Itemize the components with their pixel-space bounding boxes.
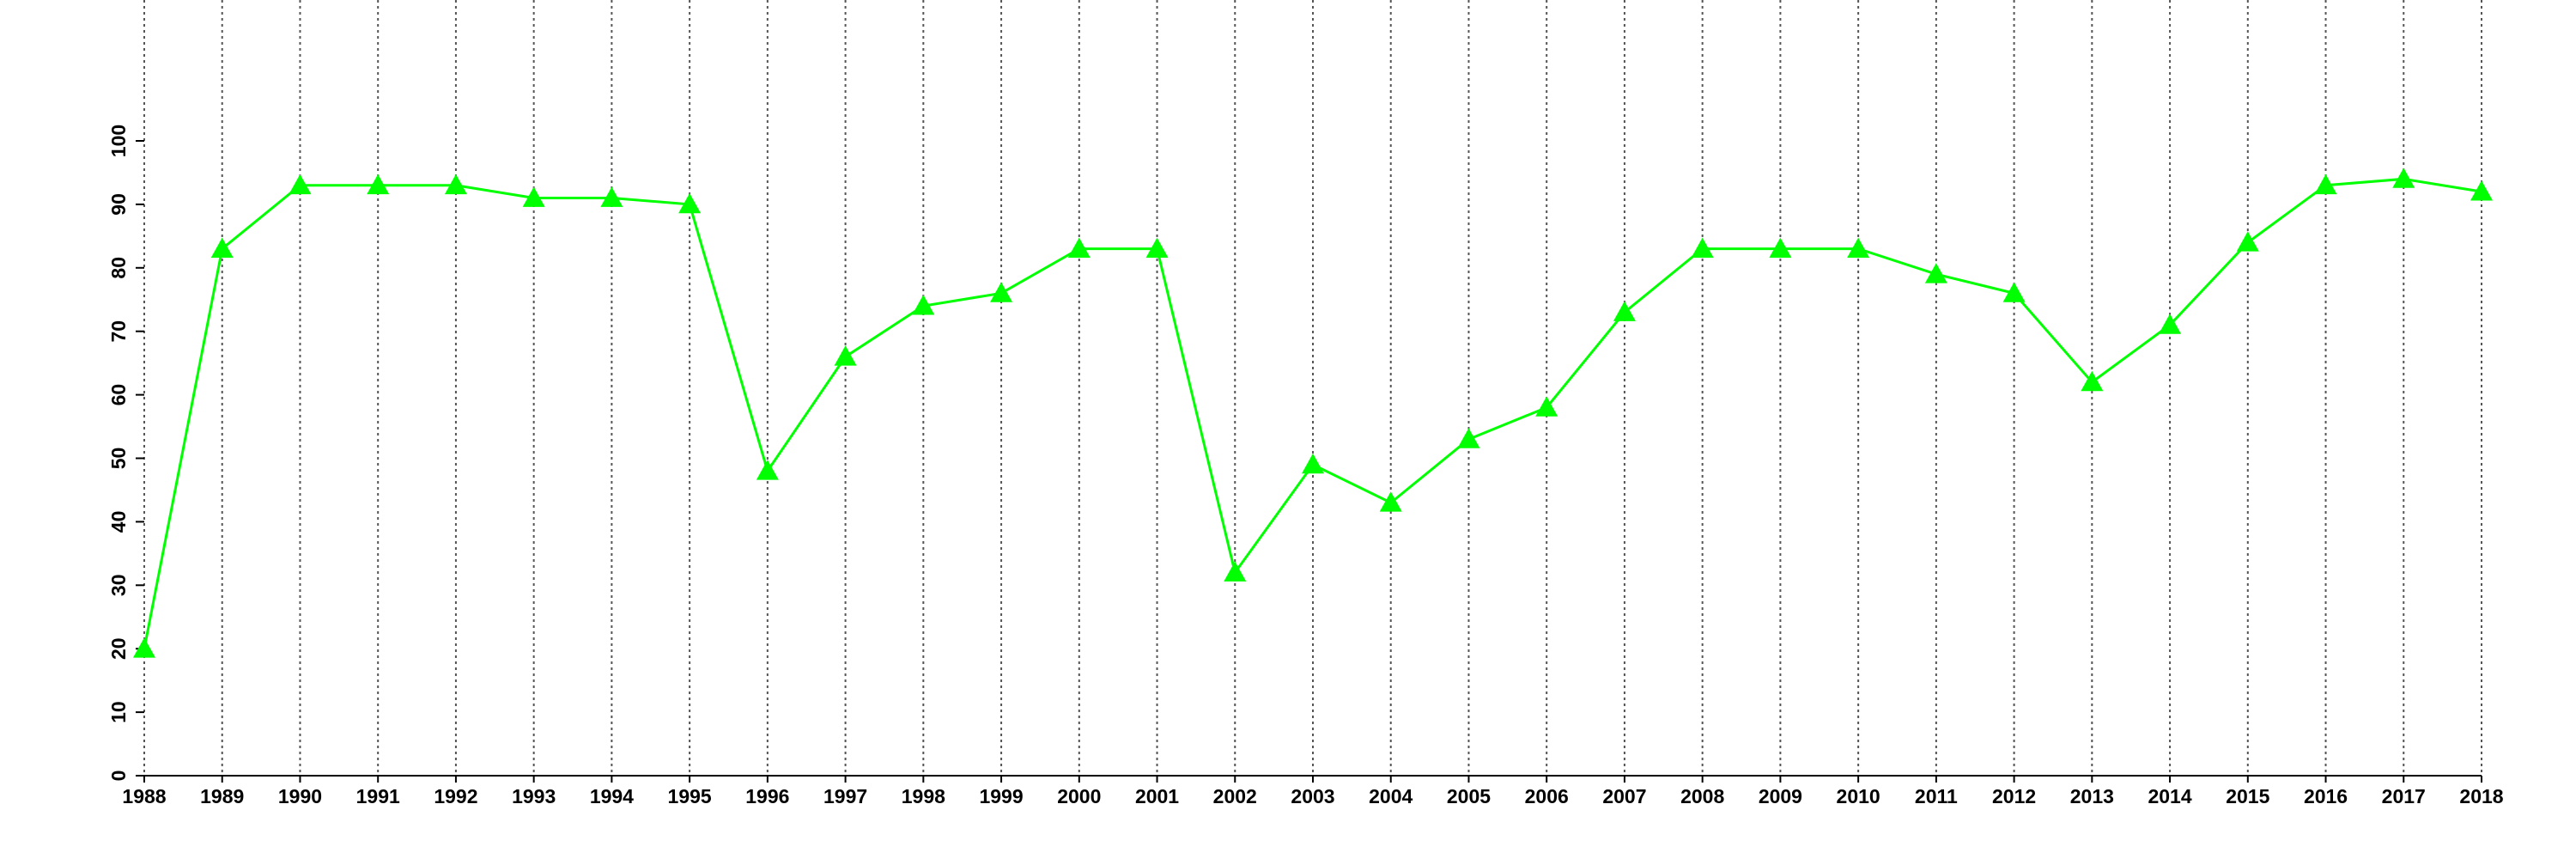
marker <box>2392 168 2415 188</box>
marker <box>2002 282 2026 302</box>
marker <box>2470 180 2493 201</box>
y-tick-label: 30 <box>107 575 130 597</box>
x-tick-label: 2001 <box>1135 785 1179 807</box>
x-tick-label: 2013 <box>2070 785 2114 807</box>
x-tick-label: 1999 <box>979 785 1023 807</box>
marker <box>1145 237 1169 259</box>
x-tick-label: 1993 <box>512 785 556 807</box>
marker <box>444 174 467 195</box>
marker <box>1691 237 1714 259</box>
x-tick-label: 2009 <box>1759 785 1802 807</box>
y-tick-label: 100 <box>107 125 130 157</box>
marker <box>990 282 1013 302</box>
x-tick-label: 1996 <box>745 785 789 807</box>
x-tick-label: 1992 <box>434 785 477 807</box>
marker <box>289 174 312 195</box>
marker <box>834 345 857 366</box>
x-tick-label: 2003 <box>1291 785 1334 807</box>
y-tick-label: 90 <box>107 193 130 216</box>
y-tick-label: 50 <box>107 448 130 470</box>
x-tick-label: 1994 <box>590 785 634 807</box>
x-tick-label: 2005 <box>1447 785 1491 807</box>
marker <box>2236 231 2259 252</box>
x-tick-label: 2018 <box>2459 785 2503 807</box>
x-tick-label: 2000 <box>1057 785 1101 807</box>
x-tick-label: 2004 <box>1369 785 1413 807</box>
marker <box>1457 428 1480 448</box>
marker <box>600 186 623 207</box>
y-tick-label: 40 <box>107 511 130 533</box>
x-tick-label: 1989 <box>200 785 244 807</box>
marker <box>1535 396 1558 417</box>
x-tick-label: 1998 <box>902 785 945 807</box>
y-tick-label: 60 <box>107 384 130 406</box>
marker <box>210 237 234 259</box>
marker <box>2314 174 2337 195</box>
marker <box>756 460 779 480</box>
x-tick-label: 2011 <box>1915 785 1958 807</box>
x-tick-label: 2010 <box>1837 785 1880 807</box>
marker <box>522 186 545 207</box>
y-tick-label: 10 <box>107 701 130 723</box>
x-tick-label: 1990 <box>278 785 322 807</box>
y-tick-label: 20 <box>107 637 130 660</box>
x-tick-label: 1995 <box>668 785 712 807</box>
y-tick-label: 80 <box>107 257 130 279</box>
x-tick-label: 1991 <box>356 785 400 807</box>
marker <box>1769 237 1792 259</box>
y-tick-label: 70 <box>107 320 130 343</box>
marker <box>1302 453 1324 474</box>
y-tick-label: 0 <box>107 771 130 782</box>
marker <box>1613 301 1636 321</box>
x-tick-label: 2015 <box>2226 785 2269 807</box>
marker <box>2081 370 2104 392</box>
marker <box>2159 314 2182 334</box>
marker <box>1224 561 1247 582</box>
x-tick-label: 1988 <box>122 785 166 807</box>
x-tick-label: 2016 <box>2304 785 2348 807</box>
x-tick-label: 2012 <box>1992 785 2036 807</box>
x-tick-label: 2014 <box>2148 785 2191 807</box>
x-tick-label: 2017 <box>2382 785 2426 807</box>
marker <box>1067 237 1091 259</box>
x-tick-label: 2002 <box>1213 785 1257 807</box>
marker <box>912 295 935 315</box>
marker <box>1924 263 1947 283</box>
marker <box>1379 491 1402 512</box>
x-tick-label: 2006 <box>1525 785 1569 807</box>
x-tick-label: 2007 <box>1602 785 1646 807</box>
marker <box>133 637 155 658</box>
marker <box>1847 237 1870 259</box>
x-tick-label: 1997 <box>823 785 867 807</box>
x-tick-label: 2008 <box>1680 785 1724 807</box>
marker <box>367 174 390 195</box>
marker <box>678 192 702 214</box>
